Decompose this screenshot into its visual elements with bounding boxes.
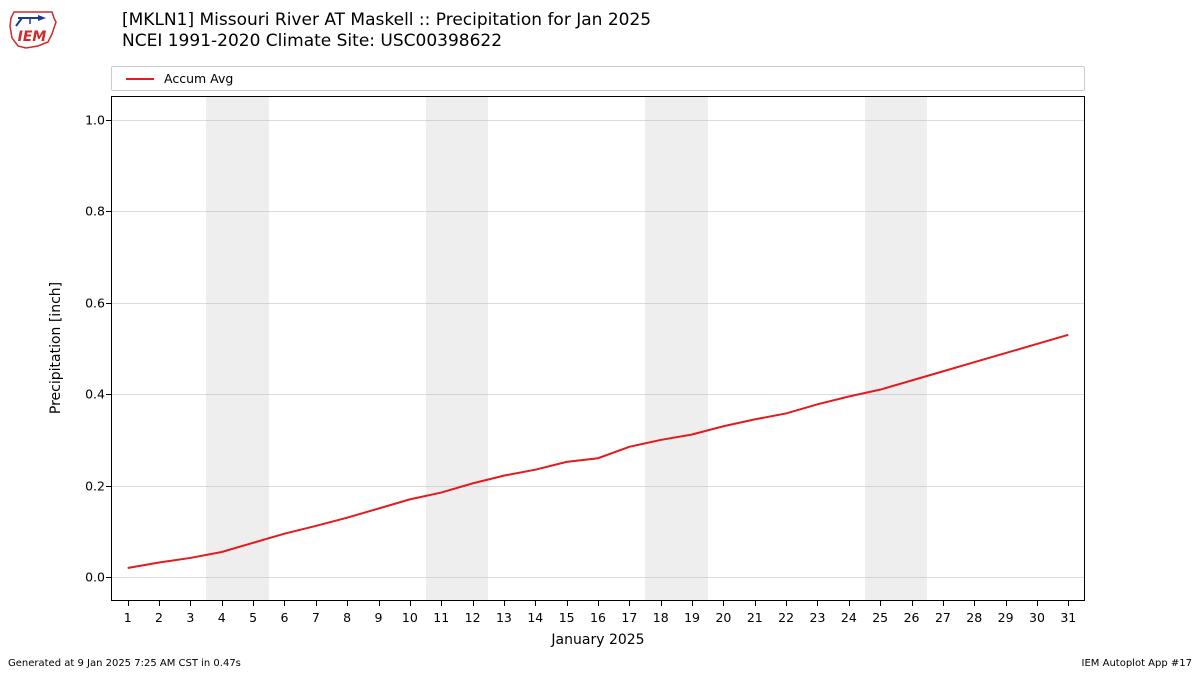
x-tick-mark [943,601,944,606]
x-tick-mark [1068,601,1069,606]
accum-avg-line [128,335,1069,568]
x-tick-label: 23 [810,610,826,625]
y-axis-label: Precipitation [inch] [48,282,64,414]
x-tick-mark [347,601,348,606]
x-tick-mark [128,601,129,606]
x-tick-label: 29 [998,610,1014,625]
x-tick-mark [755,601,756,606]
x-tick-mark [190,601,191,606]
x-tick-mark [912,601,913,606]
x-tick-label: 4 [218,610,226,625]
x-tick-mark [284,601,285,606]
x-tick-label: 26 [904,610,920,625]
x-tick-label: 17 [621,610,637,625]
y-tick-label: 0.2 [75,478,105,493]
x-tick-label: 5 [249,610,257,625]
x-tick-mark [441,601,442,606]
legend-label: Accum Avg [164,71,233,86]
x-tick-label: 8 [343,610,351,625]
legend-swatch [126,78,154,80]
legend: Accum Avg [111,66,1085,91]
x-tick-mark [817,601,818,606]
y-tick-label: 0.8 [75,204,105,219]
x-tick-label: 28 [966,610,982,625]
x-tick-label: 12 [465,610,481,625]
x-tick-mark [567,601,568,606]
x-tick-label: 27 [935,610,951,625]
y-tick-label: 0.6 [75,295,105,310]
x-tick-mark [723,601,724,606]
x-tick-label: 10 [402,610,418,625]
x-tick-label: 25 [872,610,888,625]
line-series [112,97,1084,600]
y-tick-label: 1.0 [75,112,105,127]
y-tick-mark [106,120,111,121]
x-tick-mark [1006,601,1007,606]
x-tick-label: 30 [1029,610,1045,625]
x-tick-label: 31 [1060,610,1076,625]
x-tick-label: 11 [433,610,449,625]
x-tick-label: 3 [186,610,194,625]
x-tick-label: 9 [375,610,383,625]
y-tick-label: 0.4 [75,387,105,402]
x-axis-label: January 2025 [551,632,644,648]
x-tick-mark [692,601,693,606]
title-line1: [MKLN1] Missouri River AT Maskell :: Pre… [122,10,651,31]
x-tick-mark [661,601,662,606]
x-tick-label: 15 [559,610,575,625]
x-tick-mark [1037,601,1038,606]
x-tick-label: 2 [155,610,163,625]
title-line2: NCEI 1991-2020 Climate Site: USC00398622 [122,31,651,52]
x-tick-mark [629,601,630,606]
footer-generated: Generated at 9 Jan 2025 7:25 AM CST in 0… [8,658,241,669]
y-tick-mark [106,486,111,487]
x-tick-mark [849,601,850,606]
x-tick-mark [786,601,787,606]
y-tick-mark [106,211,111,212]
y-tick-mark [106,303,111,304]
x-tick-mark [974,601,975,606]
x-tick-label: 6 [280,610,288,625]
x-tick-mark [598,601,599,606]
x-tick-mark [159,601,160,606]
plot-area [111,96,1085,601]
x-tick-mark [410,601,411,606]
x-tick-mark [222,601,223,606]
x-tick-label: 20 [715,610,731,625]
x-tick-label: 22 [778,610,794,625]
x-tick-mark [880,601,881,606]
svg-text:IEM: IEM [18,29,47,45]
x-tick-label: 21 [747,610,763,625]
x-tick-label: 19 [684,610,700,625]
x-tick-label: 7 [312,610,320,625]
x-tick-label: 16 [590,610,606,625]
x-tick-mark [316,601,317,606]
x-tick-mark [504,601,505,606]
y-tick-mark [106,394,111,395]
x-tick-label: 18 [653,610,669,625]
x-tick-label: 24 [841,610,857,625]
x-tick-mark [473,601,474,606]
x-tick-label: 14 [527,610,543,625]
iem-logo: IEM [8,8,58,50]
x-tick-mark [253,601,254,606]
x-tick-label: 13 [496,610,512,625]
y-tick-label: 0.0 [75,570,105,585]
chart-title: [MKLN1] Missouri River AT Maskell :: Pre… [122,10,651,53]
x-tick-mark [379,601,380,606]
y-tick-mark [106,577,111,578]
footer-app: IEM Autoplot App #17 [1082,658,1192,669]
x-tick-mark [535,601,536,606]
x-tick-label: 1 [124,610,132,625]
